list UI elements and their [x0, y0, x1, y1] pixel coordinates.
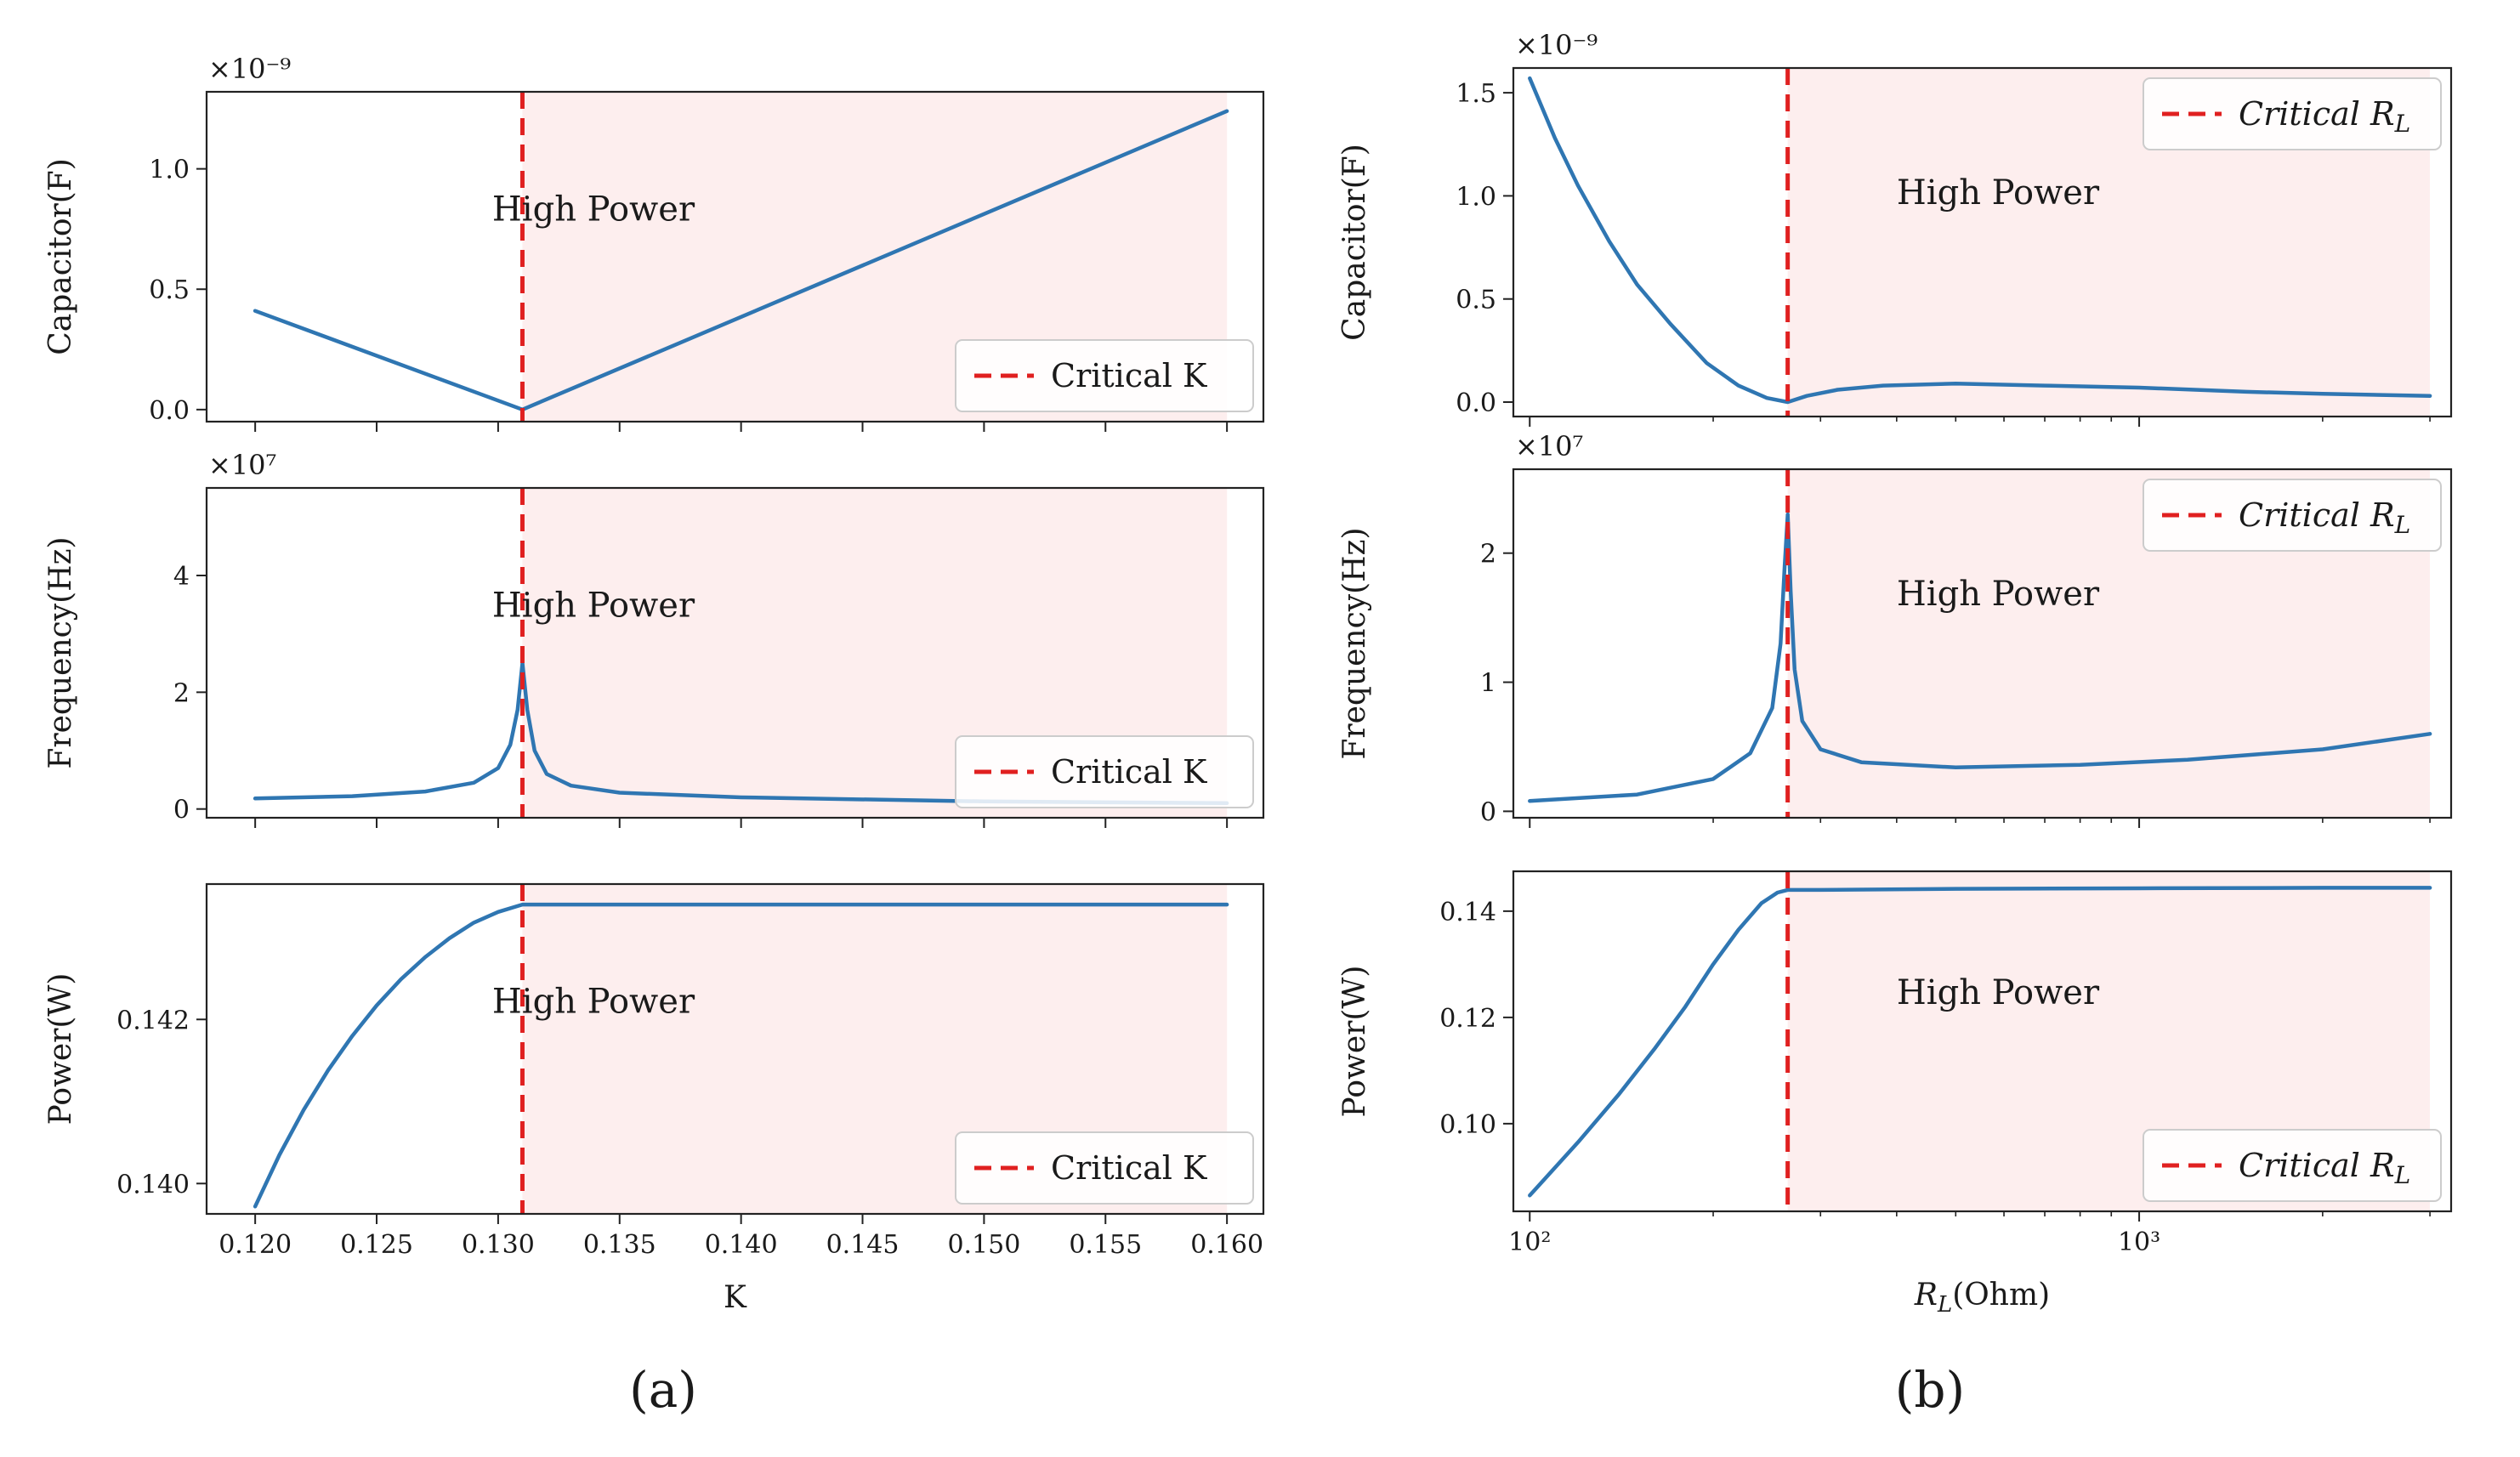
y-tick-label: 0.0: [149, 396, 190, 426]
data-curve-power: [253, 902, 1229, 1209]
chart-a3: 0.120 0.125 0.130 0.135 0.140 0.145 0.150 0.155…: [43, 882, 1265, 1315]
y-tick-label: 0.5: [1456, 286, 1496, 315]
high-power-label: High Power: [492, 586, 695, 625]
y-tick-label: 0: [1480, 797, 1496, 827]
legend-label: Critical RL: [2239, 496, 2410, 539]
y-axis-label: Power(W): [1337, 966, 1372, 1118]
y-tick-label: 0.14: [1439, 898, 1496, 927]
legend: Critical K: [955, 339, 1254, 412]
caption-a: (a): [629, 1361, 697, 1419]
x-tick-label: 10²: [1508, 1227, 1551, 1257]
y-tick-label: 0.142: [116, 1006, 190, 1035]
chart-a2: 0 2 4 ×10⁷ Frequency(Hz) High Power Critical K: [43, 449, 1265, 828]
x-tick-label: 0.160: [1190, 1230, 1263, 1260]
y-tick-label: 1.0: [1456, 182, 1496, 212]
high-power-label: High Power: [1897, 575, 2100, 614]
legend-box: [2143, 1129, 2442, 1202]
y-tick-label: 0.0: [1456, 388, 1496, 418]
y-tick-label: 1.0: [149, 156, 190, 185]
x-tick-label: 0.140: [705, 1230, 778, 1260]
legend-label: Critical K: [1051, 357, 1207, 394]
axis-multiplier: ×10⁷: [208, 449, 276, 481]
legend-box: [2143, 77, 2442, 150]
y-tick-label: 0.12: [1439, 1004, 1496, 1034]
y-axis-label: Frequency(Hz): [43, 536, 78, 768]
x-tick-label: 0.130: [462, 1230, 535, 1260]
y-tick-label: 0: [173, 796, 190, 825]
y-tick-label: 4: [173, 562, 190, 592]
legend: Critical RL: [2143, 77, 2442, 150]
y-tick-label: 2: [173, 678, 190, 708]
legend-label: Critical K: [1051, 753, 1207, 791]
y-tick-label: 0.140: [116, 1170, 190, 1199]
legend-label: Critical K: [1051, 1149, 1207, 1187]
chart-b1: 0.0 0.5 1.0 1.5 ×10⁻⁹ Capacitor(F) High Power C…: [1337, 29, 2453, 427]
legend: Critical K: [955, 735, 1254, 808]
axes-frame: [205, 486, 1265, 819]
axes-frame: [1512, 468, 2453, 819]
x-tick-label: 0.155: [1069, 1230, 1142, 1260]
legend: Critical RL: [2143, 1129, 2442, 1202]
chart-b2: 0 1 2 ×10⁷ Frequency(Hz) High Power Critical R…: [1337, 430, 2453, 828]
legend-box: [955, 339, 1254, 412]
high-power-label: High Power: [1897, 173, 2100, 213]
x-tick-label: 0.150: [947, 1230, 1020, 1260]
y-axis-label: Frequency(Hz): [1337, 527, 1372, 759]
high-power-label: High Power: [492, 982, 695, 1021]
y-tick-label: 1.5: [1456, 79, 1496, 109]
y-axis-label: Capacitor(F): [1337, 144, 1372, 341]
data-curve-capacitor: [1528, 76, 2432, 405]
y-axis-label: Power(W): [43, 973, 78, 1125]
y-tick-label: 1: [1480, 669, 1496, 699]
x-tick-label: 0.125: [340, 1230, 413, 1260]
axis-multiplier: ×10⁷: [1515, 430, 1583, 462]
legend-box: [2143, 479, 2442, 552]
x-tick-label: 10³: [2118, 1227, 2160, 1257]
y-tick-label: 2: [1480, 540, 1496, 570]
axis-multiplier: ×10⁻⁹: [208, 53, 291, 85]
data-curve-frequency: [253, 660, 1229, 806]
high-power-label: High Power: [1897, 973, 2100, 1012]
axis-multiplier: ×10⁻⁹: [1515, 29, 1598, 61]
axes-frame: [205, 90, 1265, 423]
charts-layer: 0.0 0.5 1.0 ×10⁻⁹ Capacitor(F) High Power Crit…: [43, 29, 2453, 1318]
legend-label: Critical RL: [2239, 1147, 2410, 1189]
data-curve-frequency: [1528, 512, 2432, 803]
axes-frame: [1512, 870, 2453, 1213]
legend: Critical RL: [2143, 479, 2442, 552]
x-axis-label: RL(Ohm): [1914, 1278, 2050, 1318]
legend-box: [955, 1131, 1254, 1205]
caption-b: (b): [1895, 1361, 1965, 1419]
axes-frame: [1512, 66, 2453, 418]
legend-label: Critical RL: [2239, 95, 2410, 138]
high-power-label: High Power: [492, 190, 695, 229]
y-tick-label: 0.5: [149, 275, 190, 305]
legend: Critical K: [955, 1131, 1254, 1205]
chart-a1: 0.0 0.5 1.0 ×10⁻⁹ Capacitor(F) High Power Crit…: [43, 53, 1265, 432]
legend-box: [955, 735, 1254, 808]
x-tick-label: 0.135: [583, 1230, 656, 1260]
x-tick-label: 0.120: [219, 1230, 292, 1260]
data-curve-power: [1528, 886, 2432, 1198]
axes-frame: [205, 882, 1265, 1216]
y-tick-label: 0.10: [1439, 1110, 1496, 1140]
x-tick-label: 0.145: [826, 1230, 900, 1260]
chart-b3: 10² 10³ 0.10 0.12 0.14 Power(W) RL(Ohm) High Po…: [1337, 870, 2453, 1318]
y-axis-label: Capacitor(F): [43, 158, 78, 355]
x-axis-label: K: [724, 1280, 747, 1315]
